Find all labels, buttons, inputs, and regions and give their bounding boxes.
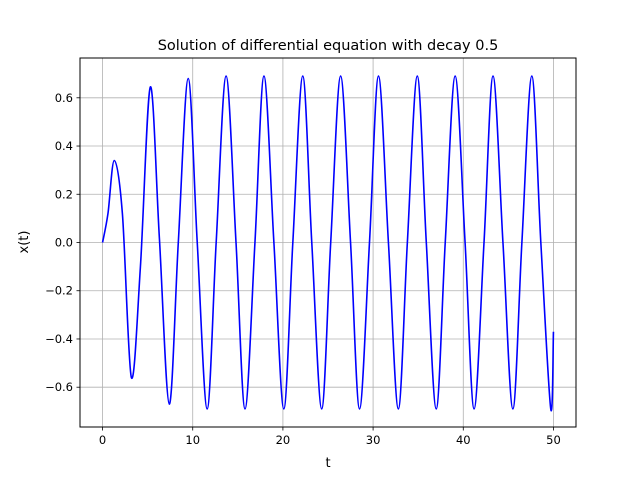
y-axis-label: x(t) [17,231,32,254]
y-tick-label: −0.4 [45,332,73,346]
series-group [101,75,555,412]
x-tick-label: 20 [276,433,291,447]
y-tick-label: 0.2 [55,187,73,201]
y-axis: −0.6 −0.4 −0.2 0.0 0.2 0.4 0.6 [45,91,80,394]
series-line [101,75,555,412]
y-tick-label: −0.6 [45,380,73,394]
chart-title: Solution of differential equation with d… [158,38,499,54]
x-tick-label: 0 [99,433,106,447]
y-tick-label: 0.6 [55,91,73,105]
x-axis-label: t [325,456,330,471]
x-tick-label: 30 [366,433,381,447]
y-tick-label: 0.4 [55,139,73,153]
x-tick-label: 10 [185,433,200,447]
y-tick-label: −0.2 [45,284,73,298]
x-tick-label: 40 [456,433,471,447]
grid [80,58,576,427]
x-axis: 0 10 20 30 40 50 [99,427,561,447]
y-tick-label: 0.0 [55,236,73,250]
x-tick-label: 50 [546,433,561,447]
